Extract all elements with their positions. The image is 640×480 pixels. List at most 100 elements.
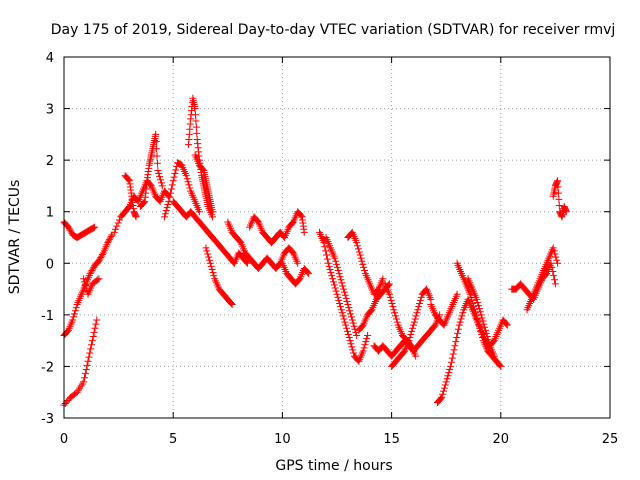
data-point [114, 219, 122, 227]
data-point [337, 306, 345, 314]
data-point [359, 347, 367, 355]
data-point [349, 346, 357, 354]
data-point [354, 245, 362, 253]
data-point [407, 330, 415, 338]
data-point [304, 269, 312, 277]
data-point [209, 208, 217, 216]
data-point [343, 324, 351, 332]
x-tick-label: 20 [493, 432, 510, 447]
data-point [85, 353, 93, 361]
data-point [105, 237, 113, 245]
data-point [503, 321, 511, 329]
data-point [476, 308, 484, 316]
data-point [243, 258, 251, 266]
data-point [481, 323, 489, 331]
data-point [125, 204, 133, 212]
data-point [475, 305, 483, 313]
data-point [361, 341, 369, 349]
y-tick-label: -2 [41, 360, 54, 375]
data-point [473, 295, 481, 303]
data-point [471, 309, 479, 317]
data-point [336, 273, 344, 281]
data-point [417, 293, 425, 301]
data-point [349, 319, 357, 327]
y-tick-label: 1 [46, 206, 54, 221]
data-point [415, 303, 423, 311]
data-point [87, 268, 95, 276]
x-tick-label: 10 [274, 432, 291, 447]
data-point [185, 181, 193, 189]
data-point [497, 362, 505, 370]
grid [64, 57, 610, 418]
data-point [454, 329, 462, 337]
data-point [337, 276, 345, 284]
data-point [110, 228, 118, 236]
data-point [172, 166, 180, 174]
data-point [340, 285, 348, 293]
data-point [80, 378, 88, 386]
data-point [437, 394, 445, 402]
data-point [192, 117, 200, 125]
data-point [89, 333, 97, 341]
data-point [140, 198, 148, 206]
data-point [358, 322, 366, 330]
data-point [206, 259, 214, 267]
data-point [362, 338, 370, 346]
data-point [342, 321, 350, 329]
data-point [334, 267, 342, 275]
data-point [386, 293, 394, 301]
data-point [391, 309, 399, 317]
data-point [555, 195, 563, 203]
data-point [335, 270, 343, 278]
data-point [344, 301, 352, 309]
data-point [474, 298, 482, 306]
data-point [65, 225, 73, 233]
data-point [321, 243, 329, 251]
data-point [548, 263, 556, 271]
data-point [160, 213, 168, 221]
data-point [347, 313, 355, 321]
y-tick-label: -3 [41, 412, 54, 427]
data-point [408, 327, 416, 335]
data-point [416, 300, 424, 308]
data-point [343, 297, 351, 305]
data-point [275, 260, 283, 268]
data-point [199, 165, 207, 173]
data-point [80, 275, 88, 283]
data-point [340, 315, 348, 323]
data-point [70, 313, 78, 321]
data-point [345, 334, 353, 342]
chart-title: Day 175 of 2019, Sidereal Day-to-day VTE… [51, 22, 616, 38]
data-point [361, 267, 369, 275]
data-point [330, 278, 338, 286]
data-point [360, 344, 368, 352]
data-point [350, 322, 358, 330]
data-point [89, 265, 97, 273]
data-point [328, 272, 336, 280]
data-point [88, 267, 96, 275]
data-point [107, 232, 115, 240]
data-point [347, 340, 355, 348]
data-point [475, 321, 483, 329]
data-point [414, 306, 422, 314]
data-point [167, 189, 175, 197]
data-point [456, 318, 464, 326]
data-point [156, 173, 164, 181]
data-point [478, 330, 486, 338]
data-point [89, 224, 97, 232]
data-point [166, 193, 174, 201]
data-point [81, 370, 89, 378]
data-point [348, 343, 356, 351]
data-point [392, 312, 400, 320]
data-point [472, 312, 480, 320]
data-point [400, 348, 408, 356]
data-point [355, 248, 363, 256]
data-point [236, 238, 244, 246]
data-point [496, 361, 504, 369]
data-point [409, 321, 417, 329]
data-point [183, 175, 191, 183]
data-point [457, 315, 465, 323]
data-point [379, 275, 387, 283]
data-point [333, 260, 341, 268]
